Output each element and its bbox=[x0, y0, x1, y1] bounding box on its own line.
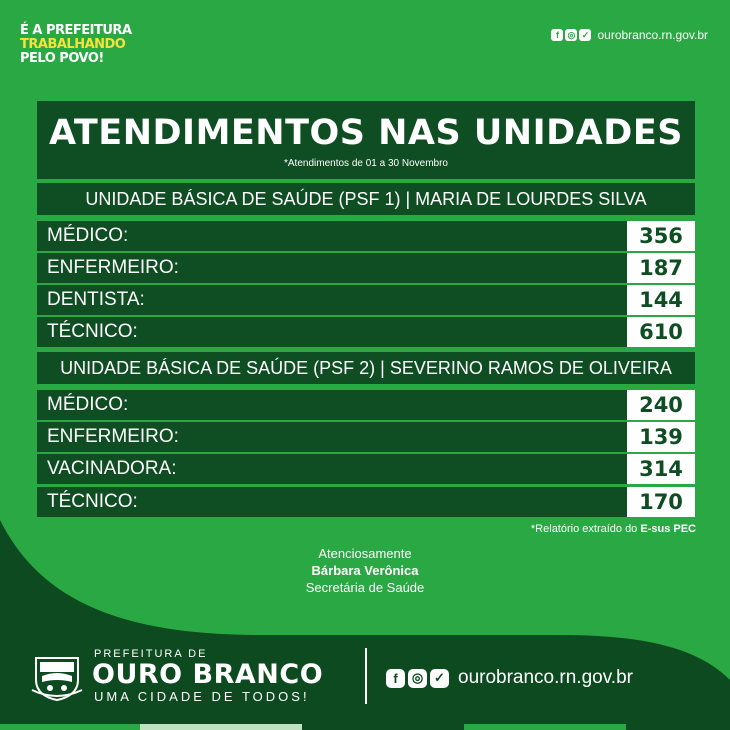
table-row: TÉCNICO: 610 bbox=[37, 317, 695, 347]
top-social-links[interactable]: f ◎ ✓ ourobranco.rn.gov.br bbox=[551, 28, 708, 42]
table-row: MÉDICO: 356 bbox=[37, 221, 695, 251]
facebook-icon[interactable]: f bbox=[386, 668, 405, 688]
facebook-icon[interactable]: f bbox=[551, 29, 564, 41]
page-title: ATENDIMENTOS NAS UNIDADES bbox=[49, 113, 683, 153]
website-link[interactable]: ourobranco.rn.gov.br bbox=[597, 28, 708, 42]
signature-role: Secretária de Saúde bbox=[305, 580, 425, 595]
row-value: 240 bbox=[627, 390, 695, 420]
table-row: TÉCNICO: 170 bbox=[37, 487, 695, 517]
unit-header-psf2: UNIDADE BÁSICA DE SAÚDE (PSF 2) | SEVERI… bbox=[37, 352, 695, 384]
row-label: MÉDICO: bbox=[47, 394, 129, 415]
row-label: TÉCNICO: bbox=[47, 321, 138, 342]
city-crest-logo bbox=[31, 657, 83, 702]
period-subtitle: *Atendimentos de 01 a 30 Novembro bbox=[284, 158, 448, 169]
row-value: 144 bbox=[627, 285, 695, 315]
title-box: ATENDIMENTOS NAS UNIDADES *Atendimentos … bbox=[37, 101, 695, 179]
twitter-icon[interactable]: ✓ bbox=[579, 29, 592, 41]
instagram-icon[interactable]: ◎ bbox=[408, 668, 427, 688]
row-value: 187 bbox=[627, 253, 695, 283]
instagram-icon[interactable]: ◎ bbox=[565, 29, 578, 41]
row-value: 314 bbox=[627, 454, 695, 484]
city-motto: UMA CIDADE DE TODOS! bbox=[94, 689, 310, 704]
bottom-stripe bbox=[464, 724, 626, 730]
report-source-note: *Relatório extraído do E-sus PEC bbox=[530, 523, 696, 535]
row-label: DENTISTA: bbox=[47, 289, 145, 310]
city-name: OURO BRANCO bbox=[92, 659, 324, 690]
bottom-stripe bbox=[0, 724, 140, 730]
bottom-stripe bbox=[140, 724, 302, 730]
row-value: 610 bbox=[627, 317, 695, 347]
row-value: 170 bbox=[627, 487, 695, 517]
unit-header-psf1: UNIDADE BÁSICA DE SAÚDE (PSF 1) | MARIA … bbox=[37, 183, 695, 215]
signature-name: Bárbara Verônica bbox=[311, 563, 419, 578]
bottom-stripe bbox=[302, 724, 464, 730]
services-panel: ATENDIMENTOS NAS UNIDADES *Atendimentos … bbox=[37, 101, 695, 519]
table-row: ENFERMEIRO: 187 bbox=[37, 253, 695, 283]
slogan: É A PREFEITURA TRABALHANDO PELO POVO! bbox=[20, 23, 132, 66]
table-row: ENFERMEIRO: 139 bbox=[37, 422, 695, 452]
bottom-stripe bbox=[626, 724, 730, 730]
row-label: ENFERMEIRO: bbox=[47, 257, 179, 278]
row-label: TÉCNICO: bbox=[47, 491, 138, 512]
footer-divider bbox=[365, 648, 367, 704]
table-row: MÉDICO: 240 bbox=[37, 390, 695, 420]
row-label: VACINADORA: bbox=[47, 458, 177, 479]
row-value: 356 bbox=[627, 221, 695, 251]
row-label: ENFERMEIRO: bbox=[47, 426, 179, 447]
signature-greeting: Atenciosamente bbox=[318, 546, 412, 561]
table-row: DENTISTA: 144 bbox=[37, 285, 695, 315]
row-value: 139 bbox=[627, 422, 695, 452]
prefeitura-label: PREFEITURA DE bbox=[94, 648, 208, 660]
table-row: VACINADORA: 314 bbox=[37, 454, 695, 484]
row-label: MÉDICO: bbox=[47, 225, 129, 246]
twitter-icon[interactable]: ✓ bbox=[430, 668, 449, 688]
bottom-social-links[interactable]: f ◎ ✓ ourobranco.rn.gov.br bbox=[386, 667, 633, 689]
footer-website-link[interactable]: ourobranco.rn.gov.br bbox=[458, 667, 633, 688]
